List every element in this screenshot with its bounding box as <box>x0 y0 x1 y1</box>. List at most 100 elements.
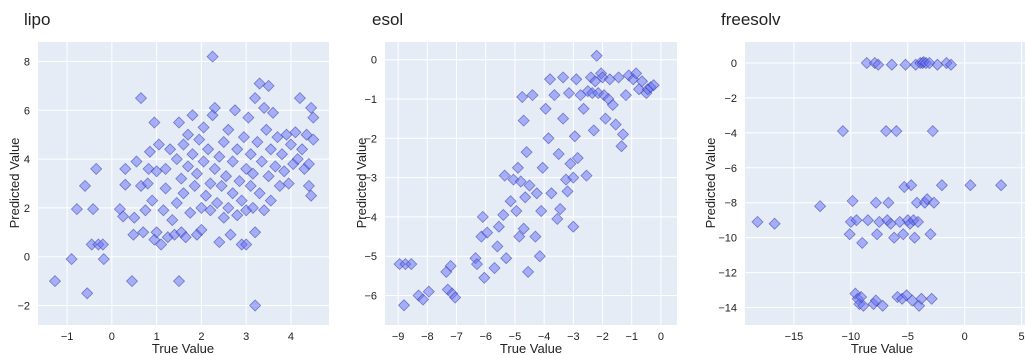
data-point <box>911 215 925 228</box>
data-point <box>226 187 239 200</box>
data-point <box>545 187 558 200</box>
markers-esol <box>393 49 660 312</box>
data-point <box>513 230 526 243</box>
data-point <box>397 299 411 312</box>
panel-freesolv: freesolv −15 −10 −5 0 5 −14 −12 −10 −8 −6 −4 −2 0 T… <box>703 10 1025 355</box>
data-point <box>119 162 132 175</box>
x-ticks-freesolv: −15 −10 −5 0 5 <box>785 331 1025 343</box>
data-point <box>857 299 870 312</box>
data-point <box>127 228 140 241</box>
data-point <box>175 172 188 185</box>
data-point <box>251 135 264 149</box>
data-point <box>302 157 315 171</box>
data-point <box>870 228 884 241</box>
y-tick-label: 2 <box>24 203 30 215</box>
data-point <box>244 179 257 192</box>
data-point <box>511 161 524 174</box>
x-tick-label: 0 <box>962 331 968 343</box>
data-point <box>516 90 529 104</box>
panel-esol: esol −9 −8 −7 −6 −5 −4 −3 −2 −1 0 −6 −5 −4 −3 −2 −1 0 T… <box>354 10 677 355</box>
y-tick-label: −10 <box>718 233 737 245</box>
data-point <box>179 231 192 244</box>
data-point <box>500 252 513 265</box>
chart-title-freesolv: freesolv <box>721 10 781 29</box>
data-point <box>923 56 936 70</box>
y-tick-label: 0 <box>731 58 737 70</box>
y-axis-label-lipo: Predicted Value <box>7 138 22 229</box>
x-tick-label: 4 <box>288 331 294 343</box>
data-point <box>554 202 567 216</box>
data-point <box>170 196 183 210</box>
markers-lipo <box>48 50 320 312</box>
y-tick-label: −6 <box>724 163 737 175</box>
data-point <box>533 250 546 263</box>
data-point <box>231 209 244 222</box>
data-point <box>262 170 275 183</box>
y-ticks-esol: −6 −5 −4 −3 −2 −1 0 <box>364 55 377 303</box>
data-point <box>278 165 291 178</box>
data-point <box>184 206 197 219</box>
data-point <box>405 258 418 271</box>
y-ticks-freesolv: −14 −12 −10 −8 −6 −4 −2 0 <box>718 58 737 315</box>
data-point <box>915 292 928 305</box>
data-point <box>264 143 277 156</box>
data-point <box>599 112 612 125</box>
data-point <box>520 146 533 159</box>
data-point <box>186 148 199 161</box>
x-tick-label: −4 <box>538 331 551 343</box>
y-tick-label: −8 <box>724 198 737 210</box>
data-point <box>869 196 882 209</box>
data-point <box>172 275 186 288</box>
data-point <box>577 102 590 115</box>
x-ticks-lipo: −1 0 1 2 3 4 <box>61 331 294 343</box>
data-point <box>117 210 130 223</box>
chart-title-esol: esol <box>372 10 403 29</box>
y-tick-label: −14 <box>718 303 737 315</box>
data-point <box>159 182 172 195</box>
data-point <box>48 275 62 288</box>
data-point <box>615 140 628 153</box>
data-point <box>606 98 619 111</box>
data-point <box>240 238 253 251</box>
x-tick-label: 0 <box>658 331 664 343</box>
data-point <box>861 214 874 227</box>
data-point <box>213 236 226 249</box>
data-point <box>204 204 217 217</box>
data-point <box>924 228 937 241</box>
markers-freesolv <box>751 56 1008 312</box>
chart-title-lipo: lipo <box>24 10 50 29</box>
data-point <box>253 77 266 90</box>
data-point <box>193 133 206 146</box>
y-tick-label: −4 <box>364 212 377 224</box>
data-point <box>231 143 244 156</box>
data-point <box>275 148 289 161</box>
data-point <box>872 58 885 71</box>
data-point <box>517 114 530 127</box>
data-point <box>249 226 262 239</box>
data-point <box>481 226 494 239</box>
data-point <box>246 167 259 180</box>
data-point <box>630 67 643 80</box>
data-point <box>557 112 570 125</box>
data-point <box>846 194 859 208</box>
y-tick-label: 4 <box>24 154 30 166</box>
x-tick-label: −1 <box>61 331 74 343</box>
data-point <box>260 123 273 136</box>
data-point <box>860 56 873 70</box>
y-axis-label-freesolv: Predicted Value <box>703 138 718 229</box>
data-point <box>235 194 248 207</box>
data-point <box>204 177 217 190</box>
data-point <box>65 253 78 266</box>
data-point <box>293 92 306 105</box>
gridlines-lipo <box>38 42 329 325</box>
data-point <box>215 179 228 192</box>
data-point <box>561 185 574 198</box>
data-point <box>926 125 939 138</box>
data-point <box>571 151 584 165</box>
data-point <box>87 203 100 216</box>
data-point <box>557 71 570 84</box>
x-axis-label-freesolv: True Value <box>851 341 913 355</box>
data-point <box>910 196 923 209</box>
data-point <box>166 214 179 227</box>
data-point <box>128 211 141 224</box>
